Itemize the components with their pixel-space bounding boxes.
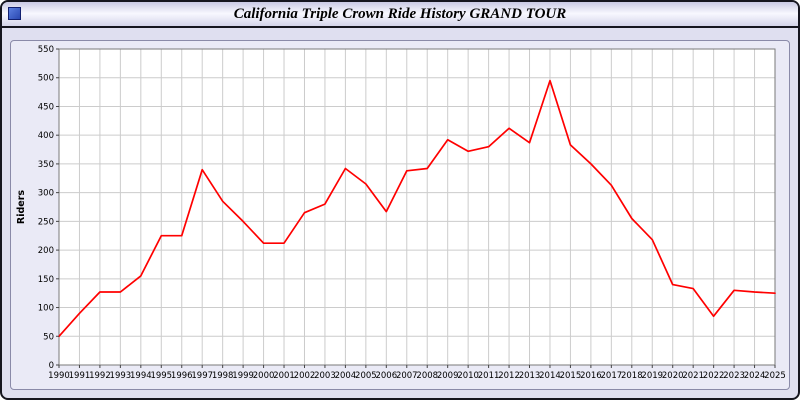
- svg-text:1995: 1995: [150, 371, 172, 381]
- svg-text:50: 50: [43, 332, 54, 342]
- svg-text:1996: 1996: [171, 371, 193, 381]
- svg-text:300: 300: [38, 189, 54, 199]
- svg-text:2014: 2014: [539, 371, 561, 381]
- svg-text:1990: 1990: [48, 371, 70, 381]
- svg-text:1997: 1997: [191, 371, 213, 381]
- svg-text:100: 100: [38, 304, 54, 314]
- svg-text:2003: 2003: [314, 371, 336, 381]
- svg-text:2000: 2000: [253, 371, 275, 381]
- svg-text:1998: 1998: [212, 371, 234, 381]
- svg-text:2012: 2012: [498, 371, 520, 381]
- svg-text:1991: 1991: [69, 371, 91, 381]
- svg-text:450: 450: [38, 102, 54, 112]
- svg-text:2011: 2011: [478, 371, 500, 381]
- svg-text:250: 250: [38, 217, 54, 227]
- svg-text:2008: 2008: [416, 371, 438, 381]
- svg-text:2024: 2024: [744, 371, 766, 381]
- svg-text:0: 0: [49, 361, 54, 371]
- svg-text:2017: 2017: [601, 371, 623, 381]
- window-icon: [8, 7, 21, 20]
- svg-text:2020: 2020: [662, 371, 684, 381]
- ride-history-line-chart: 0501001502002503003504004505005501990199…: [16, 45, 786, 381]
- svg-text:1994: 1994: [130, 371, 152, 381]
- svg-text:1999: 1999: [232, 371, 254, 381]
- svg-text:2010: 2010: [457, 371, 479, 381]
- svg-text:550: 550: [38, 45, 54, 55]
- svg-text:1993: 1993: [110, 371, 132, 381]
- svg-text:1992: 1992: [89, 371, 111, 381]
- svg-text:350: 350: [38, 160, 54, 170]
- svg-text:2007: 2007: [396, 371, 418, 381]
- svg-text:200: 200: [38, 246, 54, 256]
- svg-text:2022: 2022: [703, 371, 725, 381]
- svg-text:2004: 2004: [335, 371, 357, 381]
- svg-text:2009: 2009: [437, 371, 459, 381]
- svg-text:2018: 2018: [621, 371, 643, 381]
- svg-text:400: 400: [38, 131, 54, 141]
- svg-text:2021: 2021: [682, 371, 704, 381]
- svg-text:2013: 2013: [519, 371, 541, 381]
- svg-text:2015: 2015: [560, 371, 582, 381]
- svg-text:Riders: Riders: [16, 190, 27, 225]
- svg-text:2006: 2006: [375, 371, 397, 381]
- svg-text:2002: 2002: [294, 371, 316, 381]
- chart-panel: 0 50 100 150 200 250 300 350 400 450 500 550 1990 199…: [10, 40, 790, 390]
- svg-text:2005: 2005: [355, 371, 377, 381]
- svg-text:2001: 2001: [273, 371, 295, 381]
- svg-text:2023: 2023: [723, 371, 745, 381]
- svg-text:500: 500: [38, 74, 54, 84]
- svg-text:150: 150: [38, 275, 54, 285]
- svg-text:2016: 2016: [580, 371, 602, 381]
- window-title: California Triple Crown Ride History GRA…: [233, 6, 567, 22]
- window-titlebar[interactable]: California Triple Crown Ride History GRA…: [2, 2, 798, 28]
- svg-text:2019: 2019: [641, 371, 663, 381]
- svg-text:2025: 2025: [764, 371, 786, 381]
